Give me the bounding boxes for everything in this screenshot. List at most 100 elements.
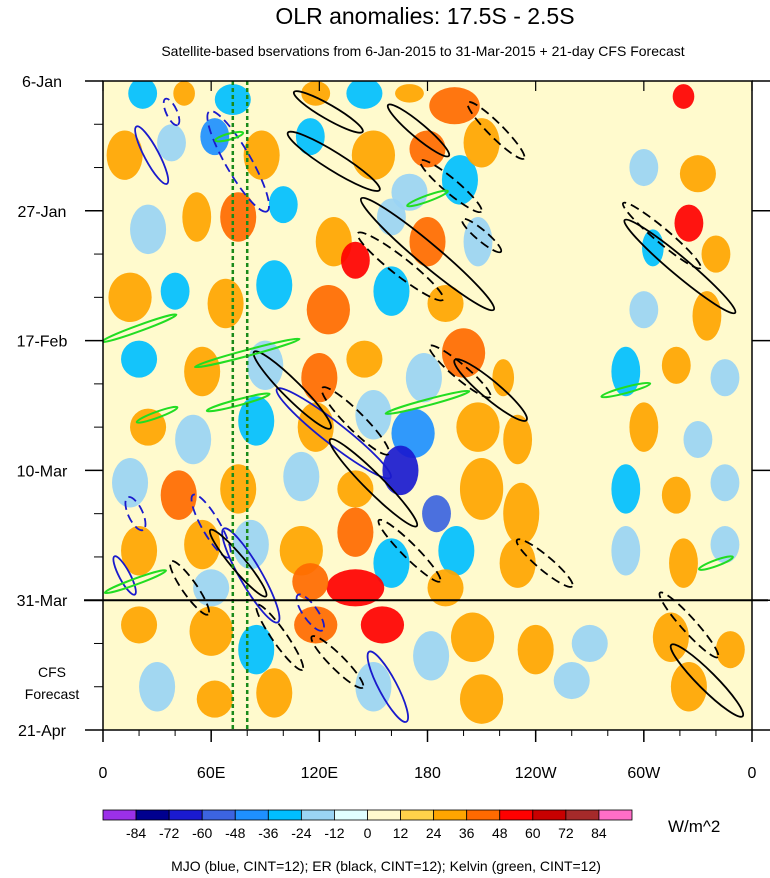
anomaly-blob-31 <box>701 235 731 273</box>
kelvin-contour-33 <box>103 313 178 344</box>
colorbar-swatch-4 <box>234 809 269 821</box>
anomaly-blob-103 <box>355 662 392 712</box>
anomaly-blob-36 <box>306 284 350 335</box>
anomaly-blob-88 <box>427 569 464 607</box>
anomaly-blob-38 <box>427 284 464 323</box>
er-contour-12 <box>356 231 445 302</box>
anomaly-blob-106 <box>670 662 707 712</box>
er-contour-13 <box>419 159 483 214</box>
colorbar-swatch-11 <box>466 809 501 821</box>
er-contour-31 <box>292 90 364 134</box>
mjo-contour-8 <box>221 527 281 624</box>
anomaly-blob-74 <box>121 526 158 576</box>
anomaly-blob-9 <box>157 124 186 162</box>
x-tick-label-1: 60E <box>197 765 225 782</box>
mjo-contour-0 <box>134 125 170 185</box>
anomaly-blob-89 <box>121 606 158 644</box>
anomaly-blob-55 <box>297 402 334 452</box>
colorbar-swatch-15 <box>598 809 633 821</box>
mjo-contour-1 <box>206 110 270 213</box>
er-contour-27 <box>623 218 737 315</box>
anomaly-blob-59 <box>503 414 533 465</box>
anomaly-blob-19 <box>679 155 716 193</box>
anomaly-blob-84 <box>710 526 740 564</box>
mjo-contour-9 <box>190 493 232 559</box>
anomaly-blob-85 <box>326 569 385 607</box>
anomaly-blob-82 <box>611 526 641 576</box>
anomaly-blob-92 <box>294 606 338 644</box>
mjo-contour-3 <box>112 555 137 596</box>
x-tick-label-4: 120W <box>515 765 558 782</box>
colorbar-label-11: 48 <box>492 825 508 841</box>
anomaly-blob-26 <box>409 216 446 267</box>
anomaly-blob-28 <box>463 216 493 267</box>
y-tick-label-3: 10-Mar <box>17 463 68 480</box>
anomaly-blob-86 <box>292 563 329 601</box>
kelvin-contour-36 <box>135 405 179 424</box>
anomaly-blob-66 <box>337 470 374 508</box>
anomaly-blob-76 <box>232 519 269 570</box>
er-contour-17 <box>428 344 492 399</box>
er-contour-14 <box>386 103 451 158</box>
mjo-contour-6 <box>295 593 325 632</box>
anomaly-blob-8 <box>106 130 143 180</box>
anomaly-blob-17 <box>391 173 428 211</box>
anomaly-blob-57 <box>391 408 435 459</box>
colorbar-label-10: 36 <box>459 825 475 841</box>
anomaly-blob-87 <box>193 569 230 607</box>
anomaly-blob-7 <box>672 84 695 109</box>
anomaly-blob-99 <box>715 631 745 669</box>
colorbar-swatch-3 <box>201 809 236 821</box>
y-tick-label-5: 21-Apr <box>18 723 67 740</box>
anomaly-blob-34 <box>207 278 244 329</box>
anomaly-blob-75 <box>184 519 221 570</box>
x-tick-label-5: 60W <box>627 765 661 782</box>
anomaly-blob-22 <box>220 192 257 242</box>
er-contour-28 <box>622 201 702 270</box>
colorbar-label-9: 24 <box>426 825 442 841</box>
colorbar-label-7: 0 <box>364 825 372 841</box>
plot-area <box>84 80 768 731</box>
anomaly-blob-61 <box>683 420 713 459</box>
anomaly-blob-18 <box>629 148 659 187</box>
anomaly-blob-48 <box>492 359 515 397</box>
colorbar-swatch-7 <box>334 809 368 821</box>
anomaly-blob-97 <box>571 624 608 663</box>
kelvin-contour-40 <box>103 569 167 595</box>
colorbar-label-5: -24 <box>291 825 311 841</box>
anomaly-blob-102 <box>256 668 293 718</box>
anomaly-blob-51 <box>710 359 740 397</box>
colorbar-label-12: 60 <box>525 825 541 841</box>
colorbar-units: W/m^2 <box>668 817 720 836</box>
colorbar-swatch-12 <box>499 809 534 821</box>
colorbar-swatch-8 <box>367 809 401 821</box>
anomaly-blob-105 <box>553 662 590 700</box>
colorbar-swatch-10 <box>433 809 468 821</box>
y-tick-label-2: 17-Feb <box>17 334 68 351</box>
anomaly-blob-47 <box>441 328 486 378</box>
anomaly-blob-44 <box>301 352 338 403</box>
wave-contours <box>103 90 745 723</box>
anomaly-blob-10 <box>200 118 230 156</box>
er-contour-18 <box>252 350 332 430</box>
anomaly-blob-83 <box>669 538 698 588</box>
kelvin-contour-38 <box>406 189 449 208</box>
anomaly-blob-77 <box>279 526 323 576</box>
anomaly-blob-25 <box>340 241 370 279</box>
anomaly-blob-50 <box>661 346 691 384</box>
kelvin-contour-35 <box>205 392 271 413</box>
y-axis: 6-Jan 27-Jan 17-Feb 10-Mar 31-Mar 21-Apr <box>17 74 770 740</box>
kelvin-contour-41 <box>697 555 734 571</box>
anomaly-blob-6 <box>395 84 424 103</box>
y-tick-label-0: 6-Jan <box>22 74 62 91</box>
anomaly-blob-64 <box>220 464 257 514</box>
anomaly-blob-104 <box>459 674 504 724</box>
anomaly-blob-13 <box>351 130 396 180</box>
colorbar-swatch-0 <box>102 809 137 821</box>
x-tick-label-6: 0 <box>748 765 757 782</box>
anomaly-blob-80 <box>438 526 475 576</box>
er-contour-15 <box>461 217 503 254</box>
anomaly-blob-3 <box>301 81 331 106</box>
chart-title: OLR anomalies: 17.5S - 2.5S <box>275 3 574 29</box>
anomaly-blob-69 <box>459 458 504 520</box>
